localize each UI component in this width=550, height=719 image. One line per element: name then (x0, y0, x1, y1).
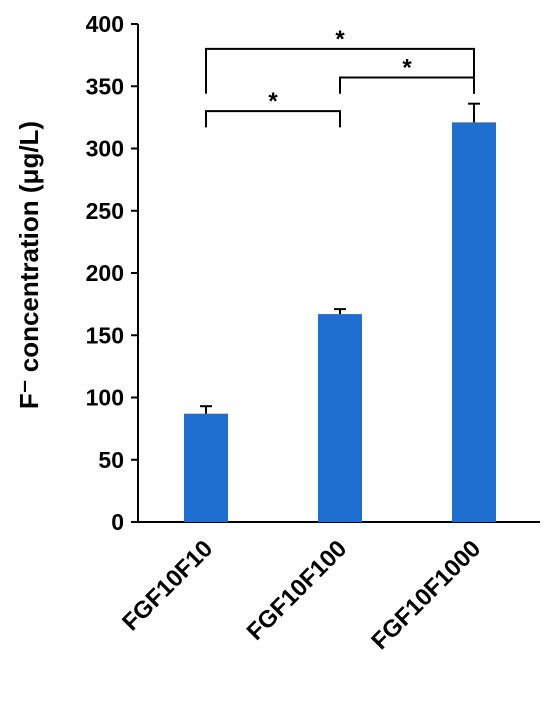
significance-bracket (205, 47, 475, 94)
significance-star: * (268, 88, 278, 115)
significance-bracket (205, 110, 341, 128)
y-tick-label: 0 (111, 509, 124, 535)
significance-star: * (335, 26, 345, 53)
y-tick-label: 250 (86, 198, 124, 224)
x-tick-label: FGF10F10 (117, 535, 218, 636)
y-tick-label: 200 (86, 260, 124, 286)
bar-FGF10F1000 (452, 122, 496, 522)
y-axis-label: F⁻ concentration (μg/L) (14, 121, 44, 409)
error-bars (200, 102, 480, 414)
bars (184, 122, 496, 522)
y-tick-label: 50 (98, 447, 124, 473)
x-tick-labels: FGF10F10 FGF10F100 FGF10F1000 (117, 535, 486, 655)
significance-star: * (402, 55, 412, 82)
y-tick-label: 150 (86, 322, 124, 348)
bar-FGF10F100 (318, 314, 362, 522)
x-tick-label: FGF10F1000 (366, 535, 486, 655)
y-ticks: 0 50 100 150 200 250 300 350 400 (86, 11, 138, 535)
y-tick-label: 400 (86, 11, 124, 37)
significance-brackets: * * * (205, 26, 475, 128)
y-tick-label: 300 (86, 136, 124, 162)
y-tick-label: 100 (86, 385, 124, 411)
y-tick-label: 350 (86, 73, 124, 99)
x-tick-label: FGF10F100 (242, 535, 353, 646)
bar-FGF10F10 (184, 413, 228, 522)
